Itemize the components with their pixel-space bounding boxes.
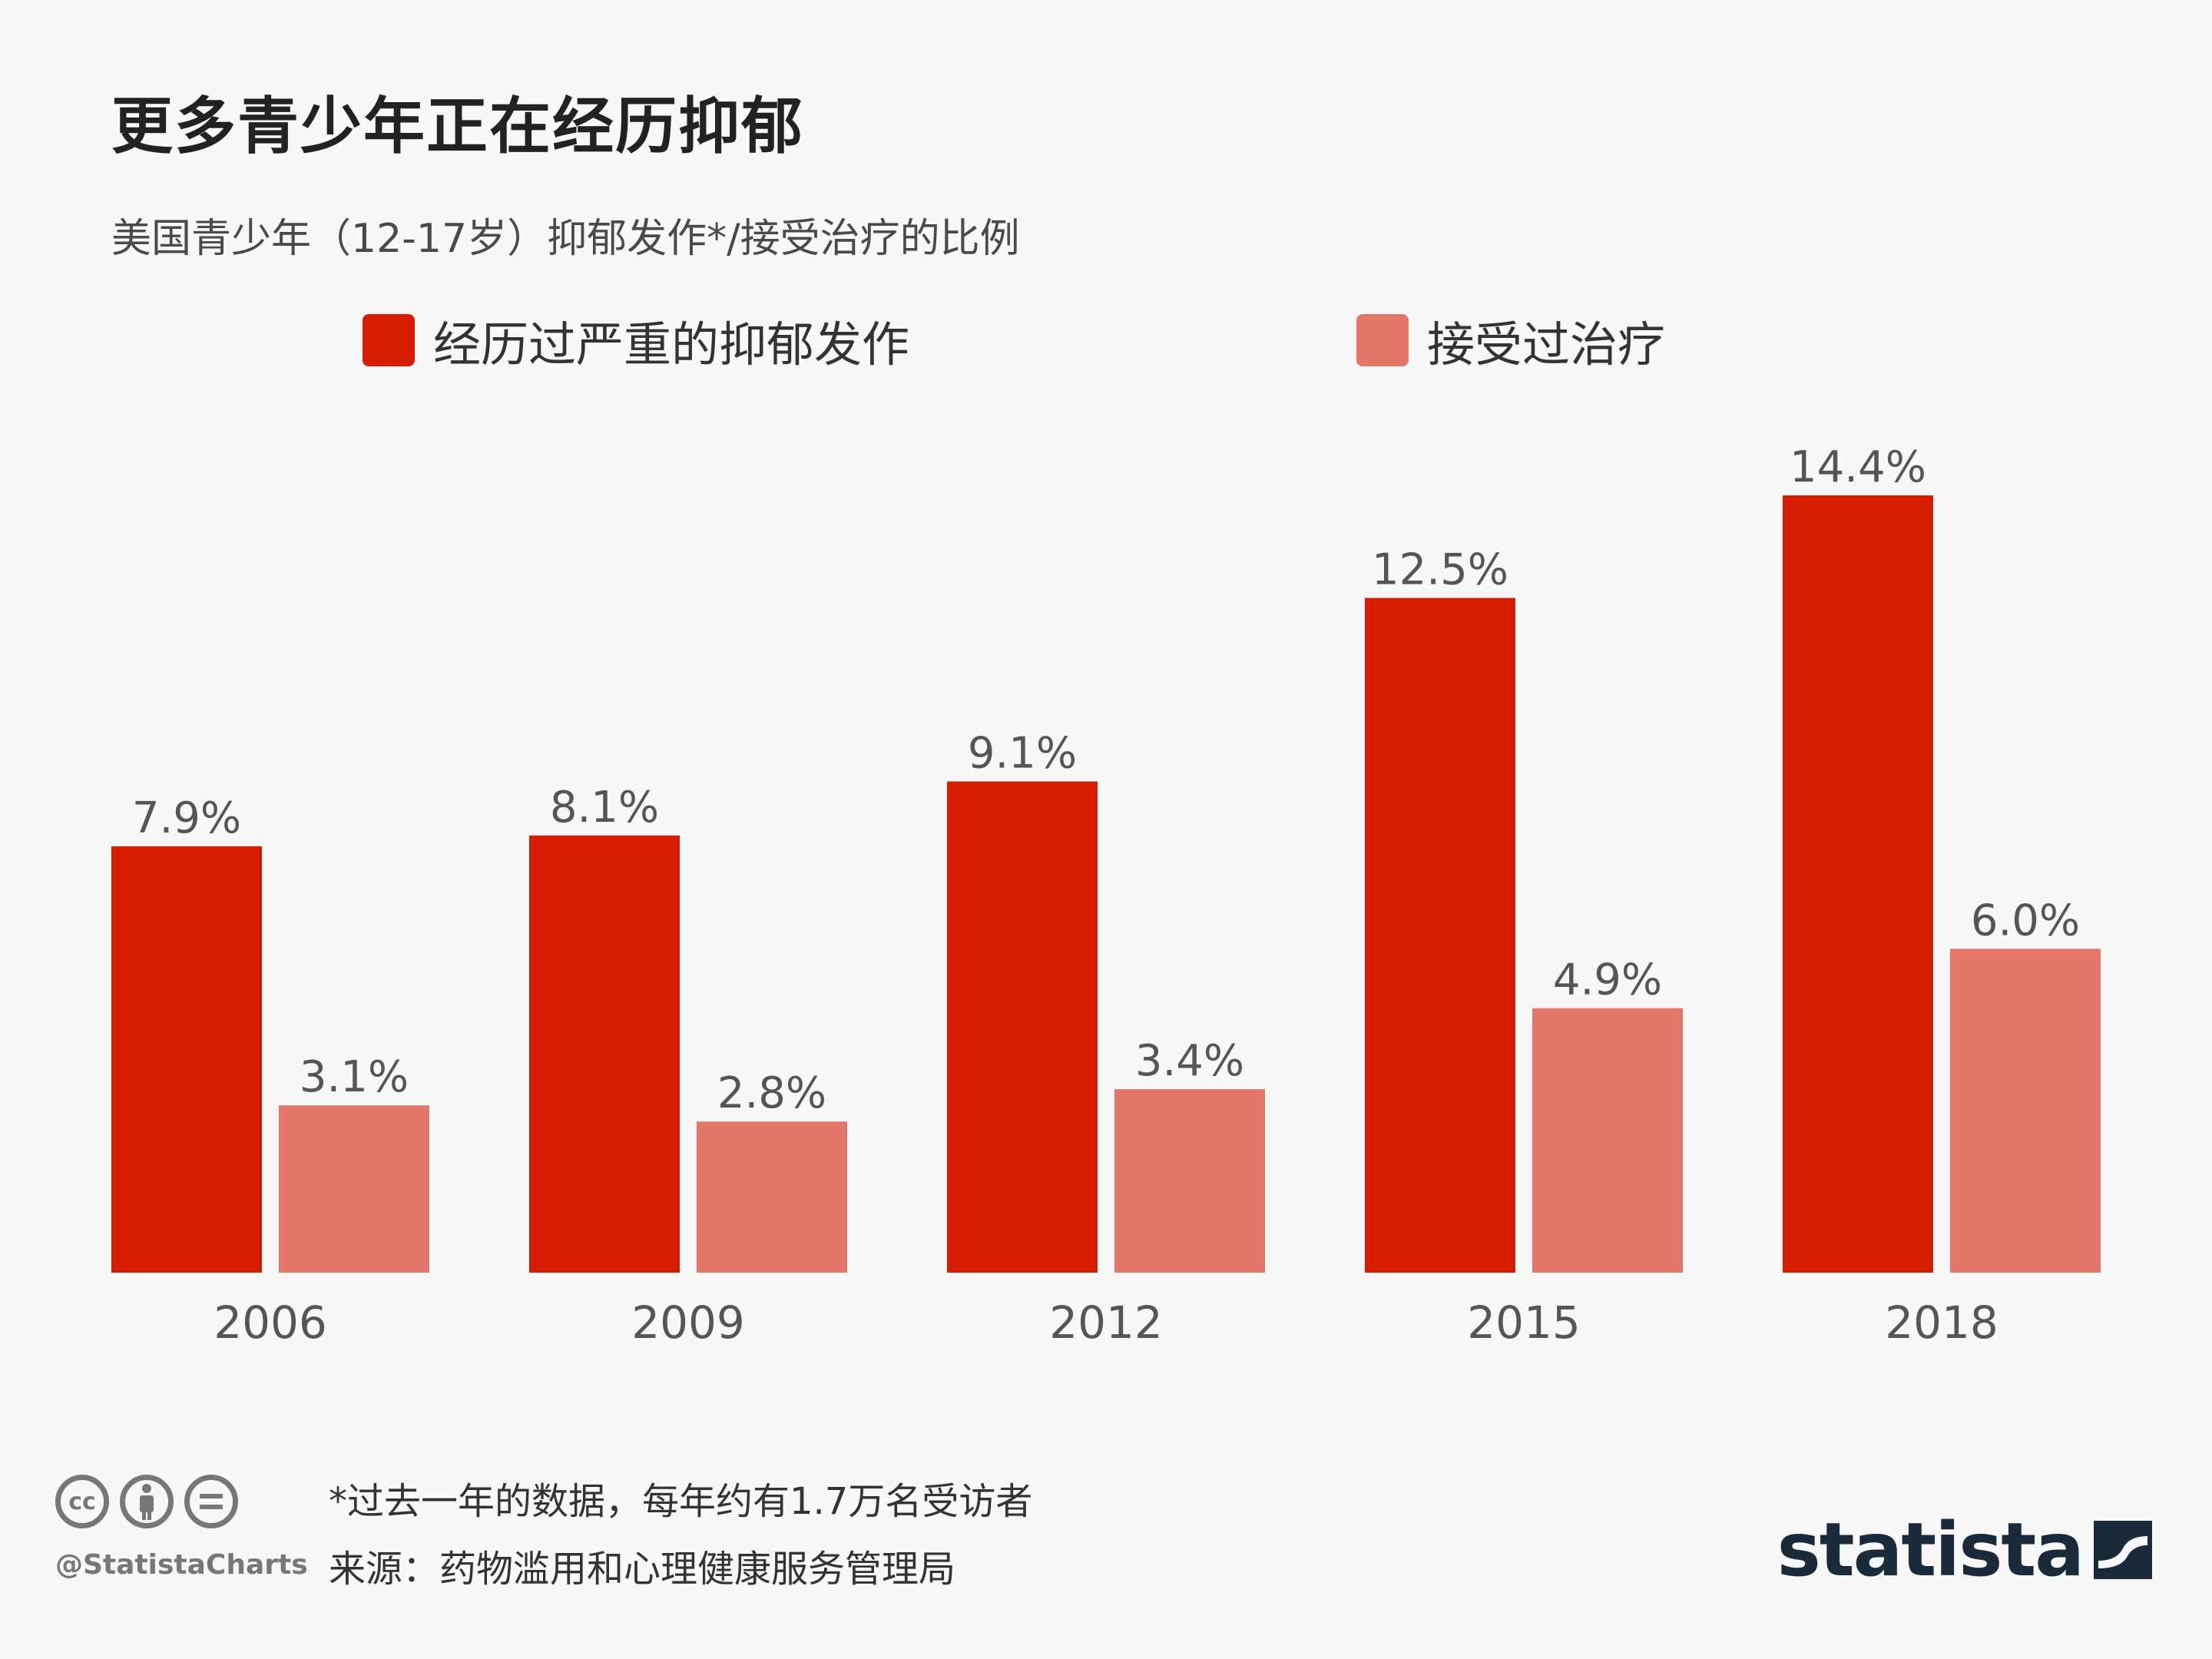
legend-item-treatment: 接受过治疗 bbox=[1356, 311, 1665, 373]
license-icons: cc bbox=[55, 1475, 238, 1528]
data-label-treatment-2015: 4.9% bbox=[1553, 955, 1662, 1005]
legend-swatch-episodes bbox=[363, 314, 415, 366]
data-label-treatment-2018: 6.0% bbox=[1971, 896, 2080, 945]
by-icon bbox=[120, 1475, 174, 1528]
data-label-episodes-2012: 9.1% bbox=[968, 728, 1077, 778]
bar-episodes-2015 bbox=[1365, 598, 1515, 1273]
data-label-episodes-2006: 7.9% bbox=[132, 793, 241, 843]
cc-icon: cc bbox=[55, 1475, 109, 1528]
data-label-treatment-2006: 3.1% bbox=[300, 1052, 409, 1102]
x-tick-2015: 2015 bbox=[1467, 1296, 1581, 1349]
bar-episodes-2009 bbox=[529, 835, 680, 1273]
bar-episodes-2006 bbox=[111, 846, 262, 1273]
data-label-treatment-2009: 2.8% bbox=[717, 1068, 826, 1118]
nd-icon bbox=[184, 1475, 238, 1528]
chart-subtitle: 美国青少年（12-17岁）抑郁发作*/接受治疗的比例 bbox=[111, 216, 1020, 262]
chart-title: 更多青少年正在经历抑郁 bbox=[111, 91, 804, 162]
bar-treatment-2015 bbox=[1532, 1008, 1683, 1273]
bar-treatment-2018 bbox=[1950, 949, 2101, 1273]
x-tick-2018: 2018 bbox=[1885, 1296, 1998, 1349]
bar-treatment-2006 bbox=[279, 1105, 429, 1273]
statista-logo: statista bbox=[1777, 1507, 2152, 1593]
statista-handle: @StatistaCharts bbox=[55, 1549, 308, 1581]
data-label-episodes-2015: 12.5% bbox=[1372, 545, 1508, 595]
footnote: *过去一年的数据，每年约有1.7万名受访者 bbox=[329, 1480, 1033, 1523]
x-tick-2012: 2012 bbox=[1049, 1296, 1163, 1349]
legend-label-treatment: 接受过治疗 bbox=[1427, 316, 1666, 373]
bar-episodes-2012 bbox=[947, 781, 1098, 1273]
legend-swatch-treatment bbox=[1356, 314, 1409, 366]
statista-wordmark: statista bbox=[1777, 1507, 2085, 1593]
statista-mark-icon bbox=[2094, 1521, 2152, 1579]
data-label-treatment-2012: 3.4% bbox=[1135, 1036, 1244, 1086]
legend-label-episodes: 经历过严重的抑郁发作 bbox=[433, 316, 910, 373]
x-tick-2006: 2006 bbox=[214, 1296, 327, 1349]
bar-episodes-2018 bbox=[1783, 495, 1933, 1273]
bar-treatment-2012 bbox=[1114, 1089, 1265, 1273]
data-label-episodes-2009: 8.1% bbox=[550, 783, 659, 833]
data-label-episodes-2018: 14.4% bbox=[1790, 442, 1926, 492]
x-tick-2009: 2009 bbox=[631, 1296, 745, 1349]
legend-item-episodes: 经历过严重的抑郁发作 bbox=[363, 311, 909, 373]
bar-treatment-2009 bbox=[697, 1121, 847, 1273]
source-note: 来源：药物滥用和心理健康服务管理局 bbox=[329, 1548, 956, 1591]
